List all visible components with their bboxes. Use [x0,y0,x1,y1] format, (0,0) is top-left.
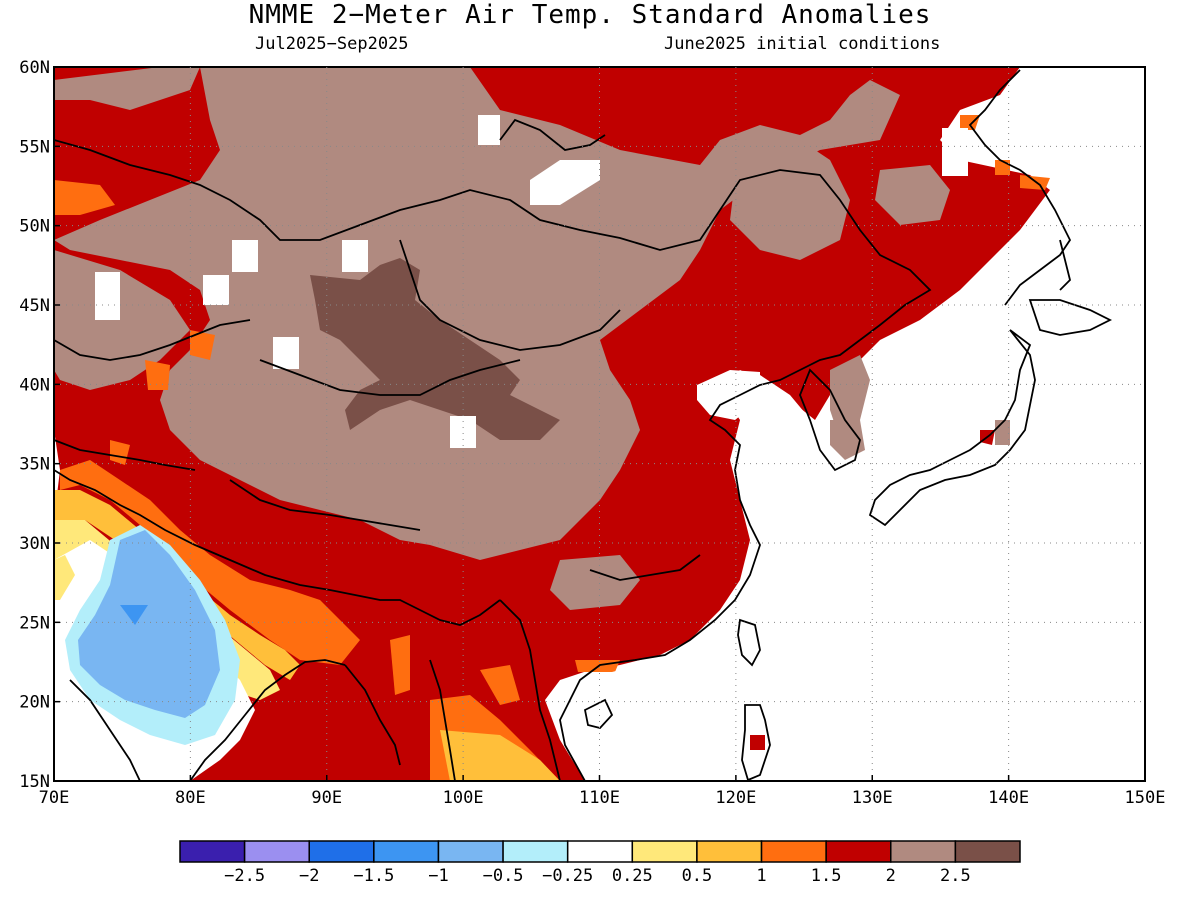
lon-tick-label: 80E [175,788,206,808]
colorbar-label: 0.25 [612,866,653,886]
anomaly-field [54,67,1145,781]
colorbar-swatch [502,840,569,863]
lat-tick-label: 60N [19,58,50,78]
colorbar-swatch [437,840,504,863]
colorbar-swatch [308,840,375,863]
colorbar-label: 1 [756,866,766,886]
lon-tick-label: 110E [579,788,620,808]
colorbar-swatch [566,840,634,863]
lon-tick-label: 140E [988,788,1029,808]
lat-tick-label: 55N [19,137,50,157]
coastlines [54,69,1113,781]
initial-conditions: June2025 initial conditions [664,34,941,54]
colorbar-label: −1 [428,866,448,886]
colorbar-label: −1.5 [353,866,394,886]
colorbar-swatch [890,840,957,863]
colorbar-label: 0.5 [682,866,713,886]
lat-tick-label: 30N [19,534,50,554]
colorbar-label: −0.25 [542,866,593,886]
lon-tick-label: 120E [715,788,756,808]
colorbar-swatch [760,840,827,863]
colorbar-label: 1.5 [811,866,842,886]
region-blue [120,605,148,625]
colorbar-swatch [825,840,892,863]
lat-tick-label: 45N [19,296,50,316]
lon-tick-label: 70E [39,788,70,808]
colorbar-label: −0.5 [483,866,524,886]
colorbar-swatch [179,840,246,863]
colorbar-swatch [954,840,1021,863]
forecast-season: Jul2025−Sep2025 [255,34,409,54]
graticule [53,66,1146,782]
lat-tick-label: 25N [19,613,50,633]
lat-tick-label: 50N [19,217,50,237]
colorbar-label: −2 [299,866,319,886]
lat-tick-label: 15N [19,772,50,792]
region-very-strong-warm [54,67,900,560]
lon-tick-label: 100E [443,788,484,808]
lon-tick-label: 90E [311,788,342,808]
colorbar-label: 2.5 [940,866,971,886]
colorbar-label: −2.5 [224,866,265,886]
map-title: NMME 2−Meter Air Temp. Standard Anomalie… [248,0,932,30]
colorbar-swatch [696,840,763,863]
lon-tick-label: 150E [1125,788,1166,808]
lon-tick-label: 130E [852,788,893,808]
lat-tick-label: 35N [19,455,50,475]
colorbar-swatch [373,840,440,863]
colorbar: −2.5 −2 −1.5 −1 −0.5 −0.25 0.25 0.5 1 1.5 2 2.5 [179,840,1021,886]
lat-tick-label: 40N [19,375,50,395]
lat-tick-label: 20N [19,693,50,713]
colorbar-swatch [243,840,310,863]
colorbar-swatch [631,840,698,863]
region-light-blue [78,530,220,718]
axis-labels: 70E 80E 90E 100E 110E 120E 130E 140E 150E 60N 55N 5… [19,58,1165,808]
colorbar-label: 2 [886,866,896,886]
